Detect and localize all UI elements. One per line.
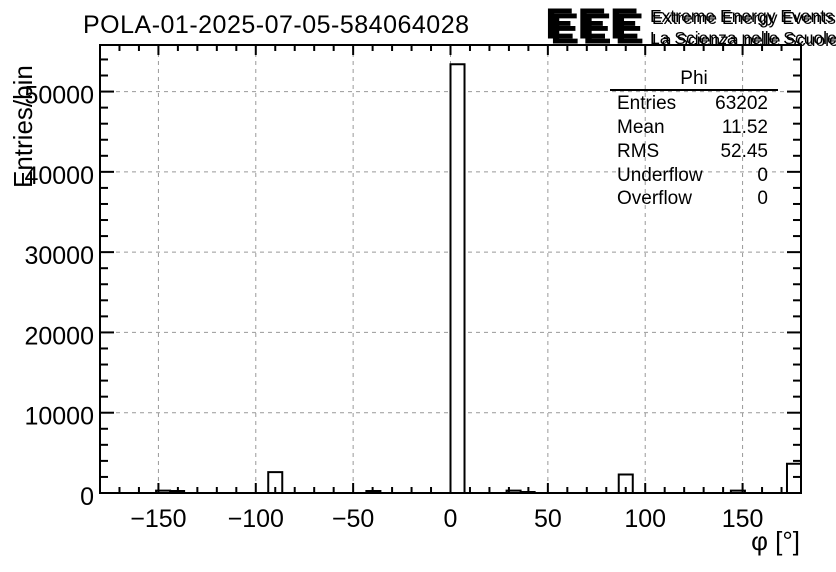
tick-label-layer: −150 −100 −50 0 50 100 150 0 10000 20000 30000 4000… (24, 82, 763, 533)
stat-value-underflow: 0 (757, 165, 768, 186)
y-tick-label: 0 (80, 483, 94, 511)
y-tick-label: 50000 (24, 82, 94, 110)
stat-label-overflow: Overflow (617, 188, 692, 209)
stat-value-mean: 11.52 (722, 117, 768, 138)
stat-value-overflow: 0 (757, 188, 768, 209)
histogram-layer (100, 63, 802, 494)
x-tick-label: −150 (130, 505, 186, 533)
stats-title: Phi (680, 68, 707, 89)
chart-title: POLA-01-2025-07-05-584064028 (83, 11, 470, 39)
x-tick-label: 50 (534, 505, 562, 533)
stat-label-entries: Entries (617, 93, 676, 114)
y-tick-label: 40000 (24, 162, 94, 190)
logo-subtitle-1-shadow: Extreme Energy Events (652, 8, 836, 28)
y-tick-label: 20000 (24, 322, 94, 350)
stat-value-entries: 63202 (715, 93, 768, 114)
x-tick-label: 100 (624, 505, 666, 533)
tick-layer (100, 45, 801, 493)
x-tick-label: −100 (228, 505, 284, 533)
y-tick-label: 10000 (24, 403, 94, 431)
eee-logo: EEE EEE Extreme Energy Events Extreme En… (545, 0, 836, 54)
logo-subtitle-2: La Scienza nelle Scuole (650, 28, 836, 48)
eee-logo-shadow: EEE (550, 5, 647, 54)
x-tick-label: 0 (444, 505, 458, 533)
stats-box: Phi Entries 63202 Mean 11.52 RMS 52.45 U… (610, 68, 778, 209)
stat-label-underflow: Underflow (617, 165, 703, 186)
eee-logo-text: EEE (545, 0, 642, 49)
logo-subtitle-1: Extreme Energy Events (650, 6, 834, 26)
y-tick-label: 30000 (24, 242, 94, 270)
stat-value-rms: 52.45 (720, 141, 768, 162)
stat-label-mean: Mean (617, 117, 665, 138)
x-tick-label: 150 (722, 505, 764, 533)
logo-subtitle-2-shadow: La Scienza nelle Scuole (652, 30, 836, 50)
x-axis-title: φ [°] (751, 526, 800, 556)
stat-label-rms: RMS (617, 141, 659, 162)
histogram-outline (100, 63, 802, 494)
x-tick-label: −50 (332, 505, 374, 533)
y-axis-title: Entries/bin (8, 65, 38, 188)
